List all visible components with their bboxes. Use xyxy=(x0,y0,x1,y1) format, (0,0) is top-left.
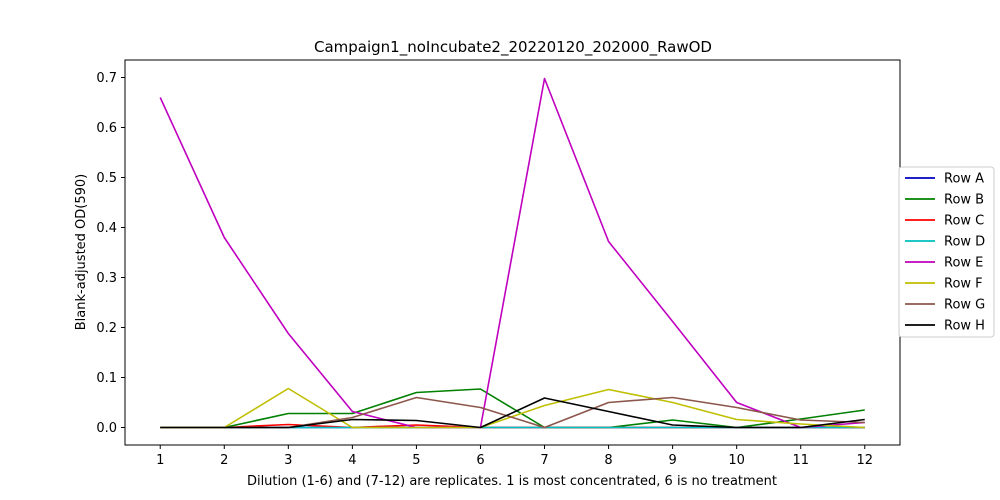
x-tick-label: 1 xyxy=(156,453,164,468)
legend-label: Row C xyxy=(944,214,984,229)
y-tick-label: 0.0 xyxy=(96,421,117,436)
legend-label: Row D xyxy=(944,235,985,250)
y-tick-label: 0.3 xyxy=(96,271,117,286)
legend-label: Row B xyxy=(944,193,984,208)
x-tick-label: 12 xyxy=(856,453,873,468)
chart-title: Campaign1_noIncubate2_20220120_202000_Ra… xyxy=(314,38,712,57)
x-tick-label: 8 xyxy=(604,453,612,468)
x-axis-title: Dilution (1-6) and (7-12) are replicates… xyxy=(247,474,777,489)
legend-label: Row A xyxy=(944,172,984,187)
y-tick-label: 0.4 xyxy=(96,221,117,236)
legend-label: Row H xyxy=(944,319,985,334)
series-layer xyxy=(159,77,865,429)
series-line-row-e xyxy=(159,77,865,429)
y-axis: 0.0 0.1 0.2 0.3 0.4 0.5 0.6 0.7 xyxy=(96,71,125,436)
y-axis-title: Blank-adjusted OD(590) xyxy=(74,174,89,330)
plot-area xyxy=(124,59,901,446)
x-tick-label: 7 xyxy=(540,453,548,468)
legend-label: Row E xyxy=(944,256,983,271)
x-tick-label: 9 xyxy=(668,453,676,468)
y-tick-label: 0.6 xyxy=(96,121,117,136)
legend-label: Row G xyxy=(944,298,985,313)
y-tick-label: 0.5 xyxy=(96,171,117,186)
y-tick-label: 0.2 xyxy=(96,321,117,336)
legend-box xyxy=(898,166,995,338)
legend-items: Row A Row B Row C Row D Row E Row F Row G Row H xyxy=(905,172,985,334)
y-tick-label: 0.1 xyxy=(96,371,117,386)
series-line-row-h xyxy=(160,397,865,429)
series-line-row-b xyxy=(160,388,865,429)
x-tick-label: 3 xyxy=(284,453,292,468)
x-tick-label: 6 xyxy=(476,453,484,468)
x-tick-label: 5 xyxy=(412,453,420,468)
x-axis: 1 2 3 4 5 6 7 8 9 10 11 12 xyxy=(156,445,873,468)
y-tick-label: 0.7 xyxy=(96,71,117,86)
x-tick-label: 2 xyxy=(220,453,228,468)
x-tick-label: 4 xyxy=(348,453,356,468)
x-tick-label: 10 xyxy=(728,453,745,468)
x-tick-label: 11 xyxy=(792,453,809,468)
legend-label: Row F xyxy=(944,277,983,292)
legend: Row A Row B Row C Row D Row E Row F Row G Row H xyxy=(898,166,995,338)
series-line-row-f xyxy=(160,387,865,429)
